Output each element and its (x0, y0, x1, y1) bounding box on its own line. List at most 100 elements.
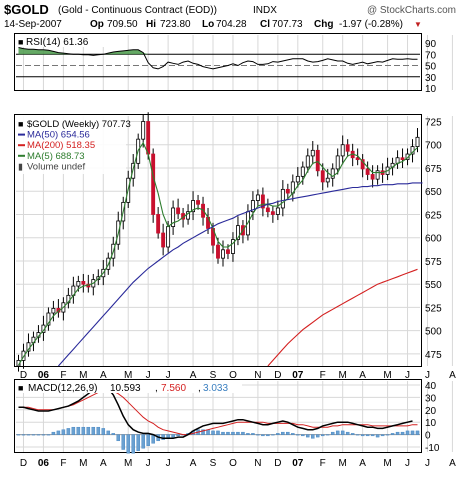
macd-tick-label: 10 (425, 418, 437, 429)
x-tick-label-price: M (124, 370, 132, 381)
candle-body (340, 144, 345, 157)
macd-histogram-bar (111, 433, 116, 435)
price-tick-label: 625 (425, 210, 442, 221)
legend-label: MA(50) 654.56 (27, 130, 90, 141)
macd-histogram-bar (316, 434, 320, 438)
x-tick-label-macd: 06 (38, 458, 50, 469)
price-tick-label: 475 (425, 350, 442, 361)
candle-body (250, 200, 255, 213)
macd-histogram-bar (355, 434, 360, 436)
candle-body (226, 249, 230, 254)
price-tick-label: 650 (425, 187, 442, 198)
x-tick-label-price: J (166, 370, 171, 381)
price-tick-label: 675 (425, 164, 442, 175)
macd-histogram-bar (241, 431, 245, 435)
x-tick-label-macd: J (146, 458, 151, 469)
candle-body (81, 281, 86, 285)
x-tick-label-price: M (383, 370, 391, 381)
macd-histogram-bar (306, 434, 310, 438)
x-tick-label-price: F (320, 370, 326, 381)
chart-title-description: (Gold - Continuous Contract (EOD)) (58, 5, 217, 16)
candle-body (370, 174, 375, 180)
macd-histogram-bar (176, 434, 180, 437)
macd-comma-2: , (198, 383, 201, 394)
x-tick-label-price: N (254, 370, 261, 381)
macd-histogram-bar (246, 433, 250, 435)
candle-body (355, 157, 360, 161)
price-tick-label: 725 (425, 118, 442, 129)
candle-body (186, 211, 191, 220)
macd-histogram-bar (370, 434, 375, 437)
macd-hist-value: 3.033 (203, 383, 228, 394)
macd-label-bg (16, 381, 242, 393)
macd-histogram-bar (161, 434, 165, 440)
x-tick-label-price: 06 (38, 370, 50, 381)
low-label: Lo (202, 19, 214, 30)
x-tick-label-price: A (100, 370, 107, 381)
macd-histogram-bar (390, 433, 395, 435)
macd-indicator-icon: ■ (18, 383, 23, 393)
macd-histogram-bar (86, 426, 91, 435)
x-tick-label-macd: J (405, 458, 410, 469)
legend-swatch-icon: ■ (18, 119, 23, 129)
candle-body (400, 157, 405, 161)
macd-histogram-bar (345, 431, 350, 435)
candle-body (360, 159, 365, 170)
x-tick-label-macd: F (320, 458, 326, 469)
macd-histogram-bar (330, 431, 335, 435)
legend-label: $GOLD (Weekly) 707.73 (27, 119, 131, 130)
macd-histogram-bar (51, 431, 56, 435)
macd-histogram-bar (116, 434, 120, 442)
rsi-tick-label: 90 (425, 39, 437, 50)
close-value: 707.73 (272, 19, 303, 30)
legend-volume-icon: ▮ (18, 161, 23, 171)
macd-histogram-bar (31, 434, 36, 436)
macd-histogram-bar (340, 430, 345, 435)
macd-histogram-bar (36, 434, 41, 436)
ma5-line (18, 141, 418, 366)
macd-histogram-bar (320, 434, 325, 437)
macd-histogram-bar (136, 434, 140, 451)
macd-histogram-bar (106, 430, 111, 435)
macd-signal-line (18, 389, 418, 436)
macd-line (18, 384, 413, 440)
candle-body (345, 144, 350, 152)
macd-layer (16, 384, 420, 454)
axis-layer: DD0606FFMMAAMMJJJJAASSOONNDD0707FFMMAAMM… (20, 39, 456, 469)
candle-body (375, 170, 380, 180)
candle-body (255, 194, 260, 201)
macd-tick-label: 30 (425, 393, 437, 404)
candle-body (335, 155, 340, 170)
x-tick-label-macd: D (274, 458, 281, 469)
candle-body (221, 249, 225, 259)
rsi-layer (18, 47, 418, 70)
candle-body (161, 232, 166, 248)
candle-body (216, 244, 220, 259)
macd-histogram-bar (335, 430, 340, 435)
x-tick-label-macd: M (79, 458, 87, 469)
x-tick-label-macd: O (229, 458, 237, 469)
high-value: 723.80 (160, 19, 191, 30)
rsi-tick-label: 10 (425, 84, 437, 95)
price-tick-label: 700 (425, 141, 442, 152)
candle-body (295, 175, 300, 183)
change-down-marker-icon: ▼ (414, 20, 422, 29)
rsi-overbought-fill (18, 47, 418, 55)
macd-histogram-bar (375, 434, 380, 438)
macd-histogram-bar (216, 430, 220, 435)
x-tick-label-macd: D (20, 458, 27, 469)
legend-label: Volume undef (27, 161, 85, 172)
macd-histogram-bar (76, 426, 81, 435)
macd-histogram-bar (291, 433, 295, 435)
candle-body (365, 168, 370, 175)
candle-body (325, 177, 330, 183)
candle-body (166, 226, 171, 248)
candle-body (156, 214, 161, 234)
x-tick-label-macd: M (339, 458, 347, 469)
macd-histogram-bar (281, 431, 285, 435)
candle-body (320, 170, 325, 183)
open-label: Op (90, 19, 104, 30)
x-tick-label-macd: 07 (292, 458, 304, 469)
macd-histogram-bar (400, 431, 405, 435)
